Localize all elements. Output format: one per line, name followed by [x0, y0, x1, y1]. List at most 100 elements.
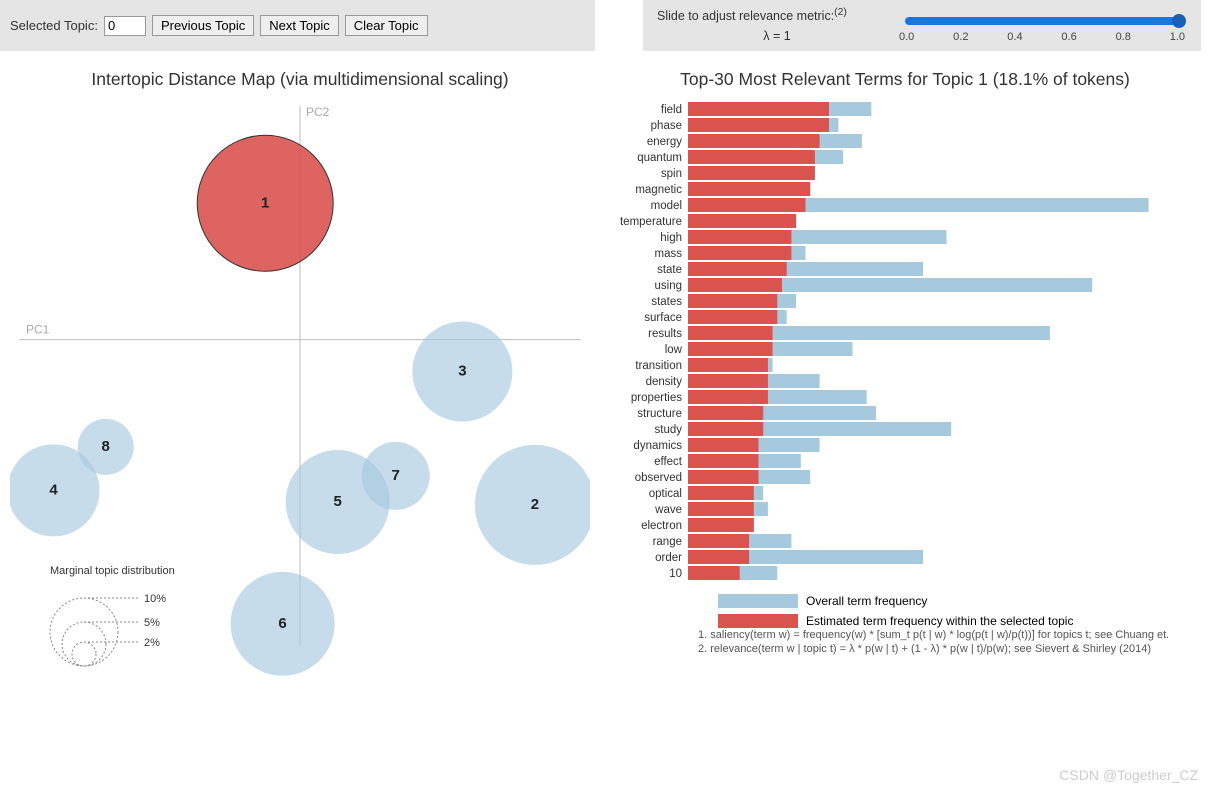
legend-level-label: 2% — [144, 637, 160, 649]
marginal-topic-legend: Marginal topic distribution 2% 5% 10% — [50, 565, 175, 666]
topic-bubble-3[interactable] — [412, 322, 512, 422]
topic-bubble-1[interactable] — [197, 135, 333, 271]
term-label: low — [665, 344, 683, 356]
term-label: model — [651, 200, 682, 212]
term-label: phase — [651, 120, 682, 132]
footnote: 2. relevance(term w | topic t) = λ * p(w… — [698, 643, 1151, 655]
term-label: high — [660, 232, 682, 244]
bar-topic — [688, 102, 829, 116]
watermark: CSDN @Together_CZ — [1059, 767, 1198, 783]
term-label: order — [655, 552, 682, 564]
bar-topic — [688, 246, 791, 260]
term-label: density — [646, 376, 683, 388]
term-label: mass — [655, 248, 683, 260]
term-label: quantum — [637, 152, 682, 164]
bar-topic — [688, 550, 749, 564]
term-label: state — [657, 264, 682, 276]
bar-topic — [688, 134, 820, 148]
bar-topic — [688, 182, 810, 196]
bar-topic — [688, 374, 768, 388]
term-label: magnetic — [635, 184, 682, 196]
bar-topic — [688, 294, 777, 308]
left-panel-title: Intertopic Distance Map (via multidimens… — [0, 69, 600, 90]
right-panel-title: Top-30 Most Relevant Terms for Topic 1 (… — [600, 69, 1210, 90]
lambda-slider-thumb[interactable] — [1172, 14, 1186, 28]
axis-label-pc2: PC2 — [306, 105, 330, 119]
slider-tick: 1.0 — [1170, 31, 1185, 43]
bar-topic — [688, 342, 773, 356]
slider-tick: 0.6 — [1061, 31, 1076, 43]
bar-topic — [688, 326, 773, 340]
selected-topic-input[interactable] — [104, 16, 146, 36]
bar-topic — [688, 166, 815, 180]
lambda-slider[interactable] — [905, 17, 1179, 25]
bar-topic — [688, 566, 740, 580]
selected-topic-label: Selected Topic: — [10, 18, 98, 33]
term-label: electron — [641, 520, 682, 532]
slider-tick: 0.0 — [899, 31, 914, 43]
term-label: spin — [661, 168, 682, 180]
bar-topic — [688, 486, 754, 500]
topic-bubble-7[interactable] — [362, 442, 430, 510]
bar-topic — [688, 358, 768, 372]
term-label: using — [655, 280, 683, 292]
clear-topic-button[interactable]: Clear Topic — [345, 15, 428, 36]
term-label: effect — [654, 456, 683, 468]
bar-topic — [688, 390, 768, 404]
axis-label-pc1: PC1 — [26, 323, 50, 337]
term-label: transition — [635, 360, 682, 372]
footnote: 1. saliency(term w) = frequency(w) * [su… — [698, 629, 1168, 641]
term-label: structure — [637, 408, 682, 420]
term-label: dynamics — [633, 440, 682, 452]
previous-topic-button[interactable]: Previous Topic — [152, 15, 254, 36]
lambda-slider-panel: Slide to adjust relevance metric:(2) λ =… — [643, 0, 1201, 51]
term-label: range — [653, 536, 682, 548]
term-label: 10 — [669, 568, 682, 580]
topic-bubble-6[interactable] — [231, 572, 335, 676]
topic-bubble-8[interactable] — [78, 419, 134, 475]
bar-topic — [688, 438, 759, 452]
legend-title: Marginal topic distribution — [50, 565, 175, 577]
legend-topic: Estimated term frequency within the sele… — [806, 614, 1073, 628]
term-bar-chart: field phase energy quantum spin magnetic model… — [600, 96, 1168, 686]
slider-tick: 0.2 — [953, 31, 968, 43]
term-label: study — [655, 424, 683, 436]
bar-topic — [688, 518, 754, 532]
slider-tick: 0.4 — [1007, 31, 1022, 43]
bar-topic — [688, 198, 806, 212]
bar-topic — [688, 502, 754, 516]
slider-ticks: 0.0 0.2 0.4 0.6 0.8 1.0 — [899, 31, 1185, 43]
bar-topic — [688, 150, 815, 164]
term-label: observed — [635, 472, 682, 484]
legend-level-label: 5% — [144, 617, 160, 629]
term-label: field — [661, 104, 682, 116]
intertopic-distance-map[interactable]: PC1PC223456781Marginal topic distributio… — [10, 96, 590, 676]
bar-topic — [688, 310, 777, 324]
legend-overall: Overall term frequency — [806, 594, 927, 608]
next-topic-button[interactable]: Next Topic — [260, 15, 338, 36]
term-label: surface — [644, 312, 682, 324]
term-label: properties — [631, 392, 682, 404]
bar-topic — [688, 230, 791, 244]
term-label: results — [648, 328, 682, 340]
bar-topic — [688, 262, 787, 276]
legend-level-label: 10% — [144, 593, 166, 605]
term-label: states — [651, 296, 682, 308]
bar-topic — [688, 406, 763, 420]
bar-topic — [688, 118, 829, 132]
bar-topic — [688, 278, 782, 292]
bar-topic — [688, 454, 759, 468]
slider-label: Slide to adjust relevance metric: — [657, 9, 834, 23]
topic-bubble-2[interactable] — [475, 445, 590, 565]
bar-topic — [688, 214, 796, 228]
term-label: energy — [647, 136, 682, 148]
term-label: temperature — [620, 216, 682, 228]
topic-controls: Selected Topic: Previous Topic Next Topi… — [0, 0, 595, 51]
slider-tick: 0.8 — [1116, 31, 1131, 43]
term-label: optical — [649, 488, 682, 500]
lambda-value: λ = 1 — [657, 28, 897, 46]
bar-topic — [688, 470, 759, 484]
bar-topic — [688, 422, 763, 436]
bar-topic — [688, 534, 749, 548]
slider-footnote-ref: (2) — [834, 7, 847, 18]
